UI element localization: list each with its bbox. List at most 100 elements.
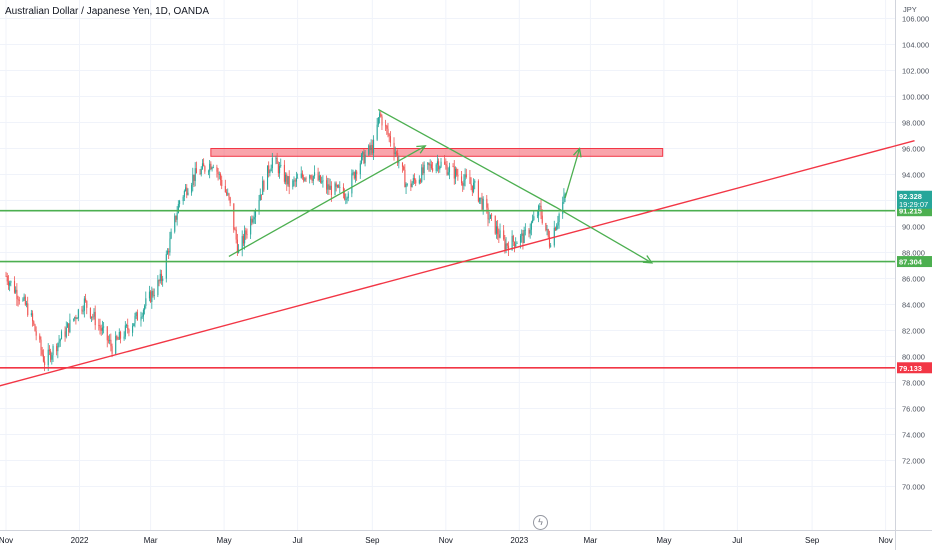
candle-body — [263, 180, 265, 190]
up-trendline[interactable] — [228, 145, 426, 257]
x-tick-label: May — [217, 536, 232, 545]
candle-body — [17, 298, 19, 300]
candle-body — [85, 298, 87, 301]
candle-body — [286, 174, 288, 185]
candle-body — [516, 242, 518, 244]
candle-body — [288, 176, 290, 188]
candle-body — [39, 335, 41, 340]
candle-body — [423, 164, 425, 174]
candle-body — [142, 309, 144, 317]
candle-body — [347, 193, 349, 199]
y-tick-label: 96.000 — [902, 145, 925, 154]
lightning-icon[interactable]: ϟ — [533, 515, 548, 530]
down-trendline[interactable] — [377, 108, 653, 264]
projection-trendline[interactable] — [564, 148, 581, 199]
candle-body — [445, 164, 447, 166]
candle-body — [311, 178, 313, 181]
candle-body — [57, 343, 59, 352]
candle-body — [381, 116, 383, 126]
candle-body — [110, 339, 112, 347]
candle-body — [58, 341, 60, 344]
candle-body — [524, 229, 526, 231]
candle-body — [145, 298, 147, 306]
candle-body — [317, 172, 319, 181]
candle-body — [473, 182, 475, 192]
candle-body — [369, 145, 371, 150]
candle-body — [118, 332, 120, 340]
x-tick-label: Jul — [732, 536, 742, 545]
candle-body — [94, 311, 96, 326]
candle-body — [212, 167, 214, 168]
candle-body — [293, 180, 295, 182]
candle-body — [210, 163, 212, 170]
candle-body — [401, 162, 404, 167]
candle-body — [376, 124, 378, 140]
y-tick-label: 104.000 — [902, 41, 929, 50]
candle-body — [368, 145, 370, 155]
x-tick-label: Sep — [805, 536, 820, 545]
candle-body — [304, 178, 306, 181]
candle-body — [480, 197, 482, 199]
candle-body — [33, 321, 35, 325]
candle-body — [176, 213, 178, 220]
resistance-zone[interactable] — [210, 148, 664, 157]
candle-body — [280, 164, 282, 167]
candle-body — [83, 298, 85, 311]
support-trendline[interactable] — [0, 140, 915, 387]
candle-body — [494, 215, 496, 234]
candle-body — [229, 197, 231, 204]
candle-body — [412, 178, 414, 184]
candle-body — [428, 162, 430, 166]
candle-body — [487, 207, 489, 220]
x-tick-label: Mar — [584, 536, 598, 545]
candle-body — [217, 171, 219, 175]
candle-body — [123, 336, 125, 339]
candle-body — [371, 144, 373, 154]
candle-body — [456, 169, 458, 176]
candle-body — [126, 325, 128, 326]
candle-body — [447, 172, 449, 175]
x-tick-label: Jul — [292, 536, 302, 545]
candle-body — [403, 166, 405, 170]
candle-body — [312, 175, 314, 181]
candle-body — [101, 327, 104, 331]
candle-body — [563, 195, 565, 203]
chart-title: Australian Dollar / Japanese Yen, 1D, OA… — [5, 6, 209, 17]
candle-body — [209, 163, 211, 172]
candle-body — [82, 310, 84, 312]
candle-body — [106, 326, 108, 341]
candle-body — [342, 187, 345, 194]
x-tick-label: Mar — [144, 536, 158, 545]
candle-body — [440, 161, 442, 167]
candle-body — [233, 203, 235, 230]
candle-body — [427, 162, 429, 165]
candle-body — [253, 217, 255, 220]
y-tick-label: 86.000 — [902, 275, 925, 284]
candle-body — [470, 183, 472, 186]
candle-body — [530, 222, 532, 230]
candle-body — [444, 161, 446, 165]
candle-body — [166, 250, 169, 255]
candle-body — [199, 173, 201, 175]
candle-body — [74, 317, 76, 319]
x-tick-label: May — [656, 536, 671, 545]
candle-body — [13, 281, 16, 293]
candle-body — [116, 335, 118, 339]
candle-body — [245, 230, 247, 235]
candle-body — [320, 175, 322, 183]
candle-body — [387, 128, 389, 135]
candle-body — [204, 166, 206, 172]
y-tick-label: 70.000 — [902, 483, 925, 492]
candle-body — [159, 273, 161, 282]
candle-body — [321, 181, 323, 183]
y-tick-label: 90.000 — [902, 223, 925, 232]
candle-body — [352, 172, 354, 174]
candle-body — [216, 167, 218, 172]
candle-body — [200, 168, 202, 175]
candle-body — [50, 351, 52, 360]
candle-body — [528, 229, 530, 234]
candle-body — [497, 226, 499, 235]
candle-body — [119, 332, 122, 339]
